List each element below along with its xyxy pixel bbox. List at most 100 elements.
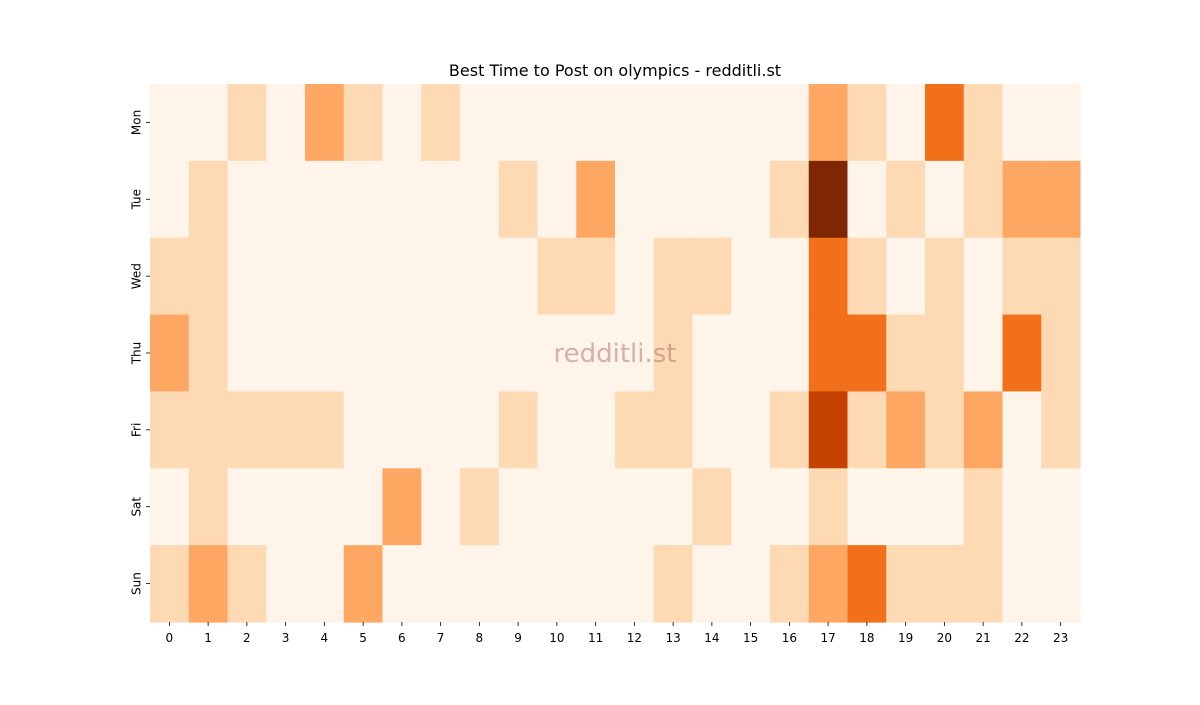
y-tick-label: Thu [130,342,144,366]
heatmap-cell-thu-18 [847,314,887,393]
heatmap-cell-mon-19 [886,84,926,162]
heatmap-cell-sat-6 [382,468,422,546]
x-tick-label: 19 [898,631,913,645]
heatmap-cell-sat-5 [343,468,384,546]
heatmap-cell-thu-4 [305,314,345,393]
heatmap-cell-sun-5 [343,545,384,623]
heatmap-cell-tue-7 [421,160,461,239]
heatmap-cell-sun-9 [498,545,539,623]
heatmap-cell-fri-2 [227,391,267,469]
chart-title: Best Time to Post on olympics - redditli… [449,61,781,80]
y-axis: Mon Tue Wed Thu Fri Sat Sun [130,110,150,595]
heatmap-cell-sat-18 [847,468,887,546]
heatmap-cell-fri-11 [576,391,616,469]
heatmap-cell-thu-20 [925,314,965,393]
heatmap-cell-fri-16 [770,391,810,469]
heatmap-cell-thu-22 [1002,314,1042,393]
heatmap-cell-sun-21 [963,545,1004,623]
heatmap-cell-sun-8 [460,545,500,623]
x-tick-label: 18 [859,631,874,645]
x-tick-label: 16 [782,631,797,645]
heatmap-cell-fri-22 [1002,391,1042,469]
heatmap-cell-tue-17 [808,160,849,239]
x-tick-label: 11 [588,631,603,645]
x-tick-label: 21 [975,631,990,645]
heatmap-cell-tue-5 [343,160,384,239]
heatmap-cell-wed-20 [925,237,965,316]
heatmap-cell-mon-12 [615,84,655,162]
heatmap-cell-tue-4 [305,160,345,239]
heatmap-cell-mon-10 [537,84,577,162]
y-tick-label: Mon [130,110,144,135]
heatmap-cell-tue-6 [382,160,422,239]
heatmap-cell-sat-13 [653,468,694,546]
heatmap-cell-thu-19 [886,314,926,393]
heatmap-cell-sat-23 [1041,468,1081,546]
heatmap-cell-mon-17 [808,84,849,162]
heatmap-cell-wed-15 [731,237,771,316]
heatmap-cell-sat-11 [576,468,616,546]
heatmap-cell-thu-3 [266,314,306,393]
heatmap-cell-thu-7 [421,314,461,393]
heatmap-cell-wed-10 [537,237,577,316]
heatmap-cell-tue-22 [1002,160,1042,239]
heatmap-cell-thu-8 [460,314,500,393]
heatmap-cell-fri-6 [382,391,422,469]
y-tick-label: Sat [130,497,144,517]
heatmap-cell-tue-13 [653,160,694,239]
heatmap-cell-wed-5 [343,237,384,316]
y-tick-label: Fri [130,423,144,437]
heatmap-cell-mon-1 [188,84,229,162]
heatmap-cell-mon-20 [925,84,965,162]
heatmap-cell-fri-15 [731,391,771,469]
heatmap-cell-wed-2 [227,237,267,316]
heatmap-cell-wed-11 [576,237,616,316]
heatmap-cell-tue-20 [925,160,965,239]
heatmap-cell-thu-14 [692,314,732,393]
heatmap-cell-wed-12 [615,237,655,316]
heatmap-cell-wed-21 [963,237,1004,316]
heatmap-cell-sat-20 [925,468,965,546]
x-axis: 0 1 2 3 4 5 6 7 8 9 10 11 12 13 14 15 16 17 18 19 20 21 22 23 [166,622,1068,645]
heatmap-cell-thu-13 [653,314,694,393]
x-tick-label: 13 [665,631,680,645]
heatmap-cell-wed-16 [770,237,810,316]
heatmap-cell-sun-3 [266,545,306,623]
heatmap-cell-mon-8 [460,84,500,162]
x-tick-label: 9 [514,631,522,645]
heatmap-cell-tue-21 [963,160,1004,239]
heatmap-cell-thu-11 [576,314,616,393]
heatmap-cell-fri-9 [498,391,539,469]
x-tick-label: 15 [743,631,758,645]
x-tick-label: 10 [549,631,564,645]
heatmap-cell-sun-11 [576,545,616,623]
heatmap-cell-thu-1 [188,314,229,393]
heatmap-cell-sat-4 [305,468,345,546]
heatmap-cell-fri-3 [266,391,306,469]
heatmap-cell-sat-19 [886,468,926,546]
heatmap-cell-sat-8 [460,468,500,546]
heatmap-cell-wed-6 [382,237,422,316]
heatmap-cell-thu-17 [808,314,849,393]
heatmap-cell-thu-9 [498,314,539,393]
x-tick-label: 14 [704,631,719,645]
heatmap-cell-sat-22 [1002,468,1042,546]
heatmap-cell-wed-23 [1041,237,1081,316]
x-tick-label: 2 [243,631,251,645]
heatmap-cell-fri-10 [537,391,577,469]
heatmap-cell-fri-0 [150,391,190,469]
heatmap-cell-thu-0 [150,314,190,393]
y-tick-label: Sun [130,572,144,595]
heatmap-cell-wed-4 [305,237,345,316]
heatmap-cell-mon-0 [150,84,190,162]
heatmap-cell-wed-3 [266,237,306,316]
x-tick-label: 3 [282,631,290,645]
heatmap-cell-tue-0 [150,160,190,239]
heatmap-cell-tue-23 [1041,160,1081,239]
heatmap-cell-sun-7 [421,545,461,623]
heatmap-cell-sun-6 [382,545,422,623]
heatmap-cell-fri-18 [847,391,887,469]
heatmap-cell-mon-14 [692,84,732,162]
